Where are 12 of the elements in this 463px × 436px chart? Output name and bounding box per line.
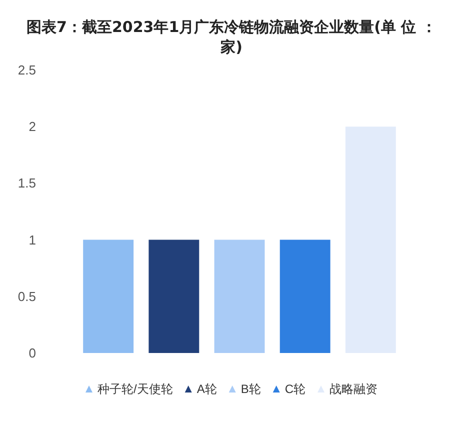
chart-title: 图表7：截至2023年1月广东冷链物流融资企业数量(单 位 ：家)	[26, 18, 436, 56]
legend-label: B轮	[240, 382, 261, 396]
legend-label: 战略融资	[330, 382, 378, 396]
y-tick-label: 0	[28, 346, 36, 360]
y-tick-label: 2.5	[18, 62, 36, 78]
y-tick-label: 1	[28, 232, 36, 248]
y-tick-label: 0.5	[18, 288, 36, 304]
legend-label: 种子轮/天使轮	[97, 382, 173, 396]
y-tick-label: 1.5	[18, 176, 36, 191]
legend-label: A轮	[196, 382, 217, 396]
y-tick-label: 2	[28, 119, 36, 134]
legend-label: C轮	[284, 382, 306, 396]
